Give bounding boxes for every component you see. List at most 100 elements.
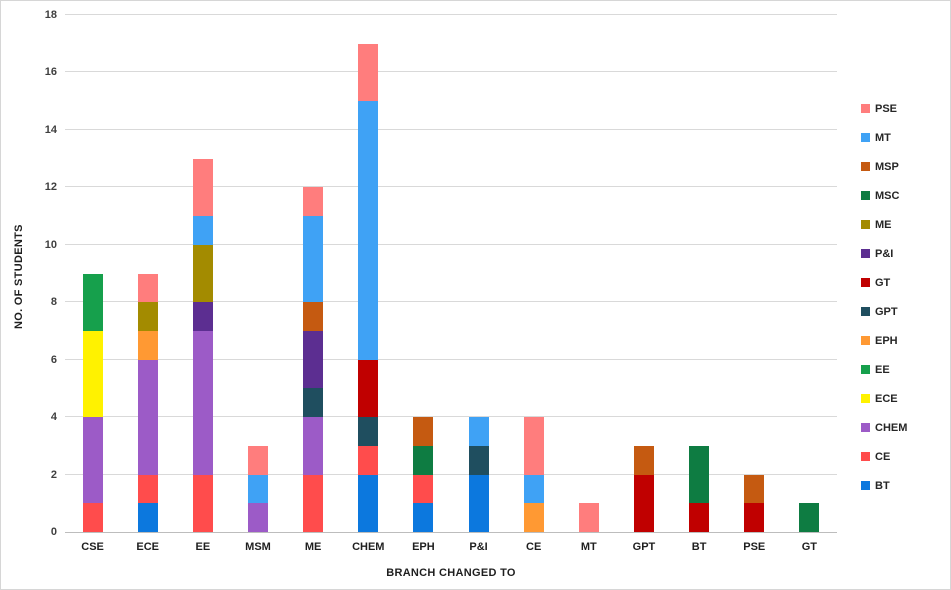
bar-segment-CE <box>137 474 158 504</box>
bar-segment-MT <box>523 474 544 504</box>
legend-swatch-icon <box>861 191 870 200</box>
legend-label: CE <box>875 450 891 463</box>
bar-segment-GPT <box>303 388 324 418</box>
bar-slot <box>175 15 230 532</box>
legend-label: MSP <box>875 160 899 173</box>
bar-slot <box>286 15 341 532</box>
bar-segment-BT <box>137 503 158 532</box>
legend-label: PSE <box>875 102 898 115</box>
legend-item-ME: ME <box>861 210 907 239</box>
bar-slot <box>782 15 837 532</box>
legend-label: ECE <box>875 392 898 405</box>
bar-slot <box>672 15 727 532</box>
bar-segment-P&I <box>303 330 324 389</box>
x-tick-label: BT <box>691 541 707 553</box>
bar-segment-MT <box>358 101 379 360</box>
legend-label: GPT <box>875 305 898 318</box>
gridline <box>65 473 837 475</box>
plot-area: 0 2 4 6 8 10 12 14 16 18 <box>45 9 837 538</box>
bar-segment-CE <box>413 474 434 504</box>
y-tick-label: 2 <box>50 468 57 481</box>
bar-segment-MSC <box>413 445 434 475</box>
bar-slot <box>506 15 561 532</box>
legend: PSE MT MSP MSC ME P&I GT GPT EPH EE ECE CHEM CE BT <box>861 94 907 500</box>
x-tick-label: P&I <box>469 541 488 553</box>
bar-segment-MT <box>468 417 489 446</box>
legend-item-EPH: EPH <box>861 326 907 355</box>
legend-item-MSC: MSC <box>861 181 907 210</box>
stacked-bar-CHEM <box>358 43 379 532</box>
stacked-bar-PSE <box>744 474 765 532</box>
stacked-bar-EPH <box>413 417 434 532</box>
bar-slot <box>65 15 120 532</box>
x-tick-label: EE <box>195 541 211 553</box>
bar-slot <box>727 15 782 532</box>
bar-segment-CE <box>192 474 213 532</box>
bar-segment-PSE <box>247 445 268 475</box>
bar-segment-GT <box>689 503 710 532</box>
legend-swatch-icon <box>861 104 870 113</box>
y-tick-label: 6 <box>50 353 57 366</box>
bar-segment-CHEM <box>303 417 324 475</box>
x-axis-title: BRANCH CHANGED TO <box>386 567 516 579</box>
legend-item-CE: CE <box>861 442 907 471</box>
x-tick-label: EPH <box>412 541 435 553</box>
bar-segment-ECE <box>82 330 103 418</box>
x-axis-tick-labels: CSE ECE EE MSM ME CHEM EPH P&I CE MT GPT BT PSE GT <box>65 541 837 553</box>
legend-item-CHEM: CHEM <box>861 413 907 442</box>
bar-segment-MSP <box>303 302 324 331</box>
bar-segment-MSP <box>633 445 654 475</box>
legend-item-PSE: PSE <box>861 94 907 123</box>
legend-swatch-icon <box>861 423 870 432</box>
y-tick-label: 16 <box>44 66 57 79</box>
x-tick-label: ME <box>304 541 322 553</box>
bar-segment-PSE <box>137 273 158 303</box>
legend-label: GT <box>875 276 891 289</box>
legend-swatch-icon <box>861 394 870 403</box>
legend-item-ECE: ECE <box>861 384 907 413</box>
x-tick-label: PSE <box>743 541 766 553</box>
legend-label: MSC <box>875 189 900 202</box>
bar-segment-MSP <box>744 474 765 504</box>
x-tick-label: GPT <box>632 541 656 553</box>
legend-swatch-icon <box>861 365 870 374</box>
bar-segment-GT <box>744 503 765 532</box>
legend-item-GT: GT <box>861 268 907 297</box>
bar-segment-CHEM <box>192 330 213 475</box>
legend-label: EE <box>875 363 890 376</box>
y-tick-label: 0 <box>50 526 57 538</box>
legend-swatch-icon <box>861 481 870 490</box>
gridline <box>65 71 837 73</box>
legend-label: MT <box>875 131 891 144</box>
bar-segment-EPH <box>137 330 158 360</box>
bar-segment-PSE <box>523 417 544 475</box>
gridline <box>65 186 837 188</box>
legend-swatch-icon <box>861 336 870 345</box>
bar-segment-CHEM <box>82 417 103 504</box>
gridline <box>65 14 837 15</box>
bar-segment-CHEM <box>137 359 158 475</box>
y-axis-title: NO. OF STUDENTS <box>13 224 25 329</box>
bar-segment-MSC <box>799 503 820 532</box>
bar-segment-PSE <box>578 503 599 532</box>
gridline <box>65 128 837 130</box>
stacked-bar-MSM <box>247 445 268 532</box>
legend-swatch-icon <box>861 278 870 287</box>
bar-segment-GT <box>358 359 379 418</box>
bar-segment-CE <box>358 445 379 475</box>
gridline <box>65 358 837 360</box>
legend-item-MSP: MSP <box>861 152 907 181</box>
bar-segment-PSE <box>358 43 379 102</box>
bar-slot <box>341 15 396 532</box>
y-tick-label: 14 <box>44 123 57 136</box>
bar-segment-PSE <box>303 187 324 217</box>
gridline <box>65 301 837 303</box>
bar-segment-CHEM <box>247 503 268 532</box>
bar-segment-ME <box>192 244 213 303</box>
x-tick-label: MT <box>580 541 597 553</box>
bar-segment-EPH <box>523 503 544 532</box>
bar-slot <box>120 15 175 532</box>
bar-slot <box>396 15 451 532</box>
legend-label: EPH <box>875 334 898 347</box>
legend-swatch-icon <box>861 162 870 171</box>
